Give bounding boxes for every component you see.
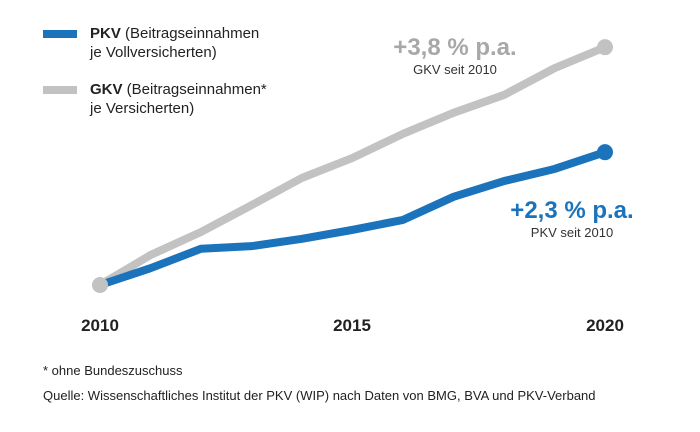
series-line-gkv bbox=[97, 43, 607, 289]
annotation-gkv-since: GKV seit 2010 bbox=[413, 62, 497, 77]
legend-gkv-name: GKV bbox=[90, 81, 123, 98]
source-note: Quelle: Wissenschaftliches Institut der … bbox=[43, 388, 596, 403]
legend-gkv-desc2: je Versicherten) bbox=[90, 100, 195, 117]
legend-swatch-gkv bbox=[43, 86, 77, 94]
legend-pkv-desc2: je Vollversicherten) bbox=[90, 44, 217, 61]
annotation-pkv-since: PKV seit 2010 bbox=[530, 225, 614, 240]
end-point-pkv bbox=[597, 144, 613, 161]
x-tick-label: 2020 bbox=[586, 316, 624, 335]
annotation-gkv: +3,8 % p.a. GKV seit 2010 bbox=[375, 34, 535, 77]
legend-pkv-desc: (Beitragseinnahmen bbox=[120, 25, 260, 42]
start-point bbox=[92, 277, 108, 293]
footnote: * ohne Bundeszuschuss bbox=[43, 363, 183, 378]
annotation-pkv-rate: +2,3 % p.a. bbox=[510, 197, 634, 224]
x-tick-label: 2015 bbox=[333, 316, 371, 335]
annotation-pkv: +2,3 % p.a. PKV seit 2010 bbox=[492, 197, 652, 240]
legend-pkv-name: PKV bbox=[90, 25, 121, 42]
series-line-pkv bbox=[98, 148, 607, 289]
legend-swatch-pkv bbox=[43, 30, 77, 38]
legend-gkv-desc: (Beitragseinnahmen* bbox=[122, 81, 267, 98]
end-point-gkv bbox=[597, 39, 613, 56]
x-tick-label: 2010 bbox=[81, 316, 119, 335]
annotation-gkv-rate: +3,8 % p.a. bbox=[393, 34, 517, 61]
